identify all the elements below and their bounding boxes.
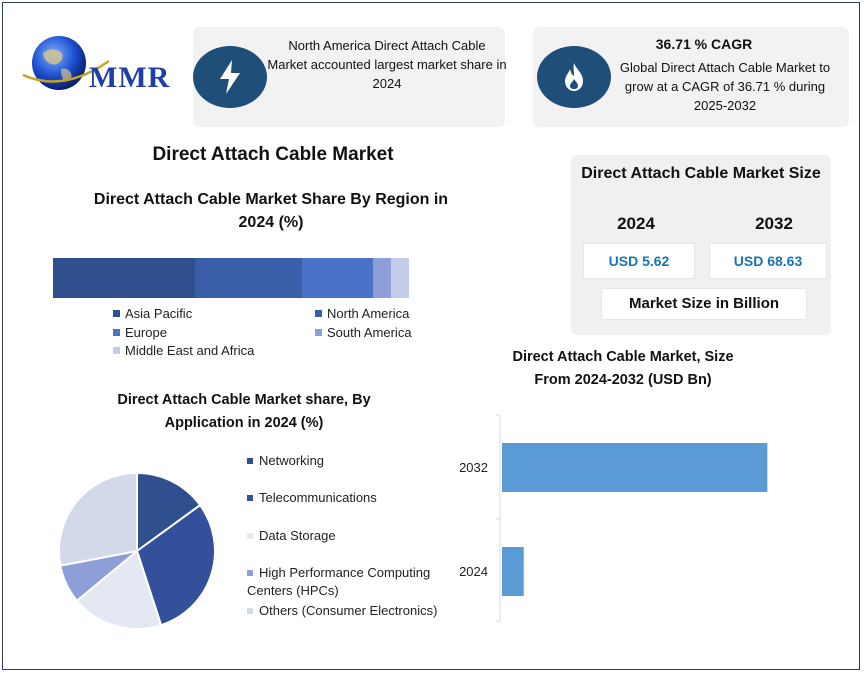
pie-slice-networking <box>136 471 202 553</box>
legend-asia-pacific: Asia Pacific <box>113 306 192 321</box>
legend-swatch-south-america <box>315 329 322 336</box>
legend-swatch-north-america <box>315 310 322 317</box>
legend-north-america: North America <box>315 306 409 321</box>
pie-legend-label-data-storage: Data Storage <box>259 528 336 543</box>
legend-label-north-america: North America <box>327 306 410 321</box>
region-bar-segment-middle-east-africa <box>391 258 409 298</box>
pie-legend-label-hpc: High Performance Computing Centers (HPCs… <box>247 565 431 598</box>
region-bar-segment-north-america <box>195 258 303 298</box>
pie-legend-swatch-hpc <box>247 569 253 576</box>
pie-slice-others <box>58 471 138 567</box>
legend-south-america: South America <box>315 325 412 340</box>
size-bar-2032 <box>502 443 768 492</box>
application-pie-chart <box>58 471 216 630</box>
legend-europe: Europe <box>113 325 167 340</box>
region-bar-segment-europe <box>302 258 374 298</box>
pie-legend-hpc: High Performance Computing Centers (HPCs… <box>247 564 457 600</box>
pie-slice-telecommunications <box>135 503 216 627</box>
size-bar-chart: 2032 2024 <box>459 414 768 622</box>
market-size-year-start: 2024 <box>617 214 655 233</box>
logo-text: MMR <box>89 61 171 94</box>
pie-legend-swatch-networking <box>247 457 253 464</box>
flame-icon <box>537 46 611 108</box>
pie-legend-swatch-others <box>247 607 253 614</box>
legend-swatch-europe <box>113 329 120 336</box>
pie-legend-label-networking: Networking <box>259 453 325 468</box>
region-bar-segment-asia-pacific <box>53 258 196 298</box>
market-size-title: Direct Attach Cable Market Size <box>581 165 821 182</box>
globe-icon <box>22 36 110 90</box>
lightning-icon <box>193 46 267 108</box>
region-bar-segment-south-america <box>373 258 392 298</box>
pie-legend-label-telecommunications: Telecommunications <box>259 490 377 505</box>
legend-label-asia-pacific: Asia Pacific <box>125 306 193 321</box>
market-size-value-end: USD 68.63 <box>709 243 827 279</box>
pie-legend-swatch-data-storage <box>247 532 253 539</box>
pie-legend-swatch-telecommunications <box>247 494 253 501</box>
pie-legend-label-others: Others (Consumer Electronics) <box>259 603 438 618</box>
market-size-value-start: USD 5.62 <box>583 243 695 279</box>
pie-legend-data-storage: Data Storage <box>247 527 336 545</box>
legend-label-europe: Europe <box>125 325 167 340</box>
cagr-headline: 36.71 % CAGR <box>655 36 753 52</box>
pie-legend-others: Others (Consumer Electronics) <box>247 602 437 620</box>
size-chart-title: Direct Attach Cable Market, Size From 20… <box>512 349 734 388</box>
legend-middle-east-africa: Middle East and Africa <box>113 343 254 358</box>
size-category-label-2024: 2024 <box>459 564 488 579</box>
pie-legend-telecommunications: Telecommunications <box>247 489 377 507</box>
market-size-card: Direct Attach Cable Market Size 2024 203… <box>571 155 831 335</box>
size-bar-2024 <box>502 547 524 596</box>
size-category-label-2032: 2032 <box>459 460 488 475</box>
legend-label-middle-east-africa: Middle East and Africa <box>125 343 255 358</box>
legend-swatch-middle-east-africa <box>113 347 120 354</box>
main-title: Direct Attach Cable Market <box>152 144 394 165</box>
legend-label-south-america: South America <box>327 325 412 340</box>
market-size-footer: Market Size in Billion <box>601 288 807 320</box>
region-chart-title: Direct Attach Cable Market Share By Regi… <box>93 191 449 231</box>
pie-legend-networking: Networking <box>247 452 324 470</box>
info-card-region-text: North America Direct Attach Cable Market… <box>267 38 507 91</box>
market-size-year-end: 2032 <box>755 214 793 233</box>
info-card-cagr: 36.71 % CAGR Global Direct Attach Cable … <box>533 27 849 127</box>
pie-slice-data-storage <box>75 549 163 630</box>
info-card-region: North America Direct Attach Cable Market… <box>193 27 507 127</box>
application-chart-title: Direct Attach Cable Market share, By App… <box>117 392 371 431</box>
mmr-logo: MMR <box>17 31 187 101</box>
legend-swatch-asia-pacific <box>113 310 120 317</box>
region-stacked-bar <box>53 258 409 298</box>
info-card-cagr-text: Global Direct Attach Cable Market to gro… <box>619 60 831 113</box>
